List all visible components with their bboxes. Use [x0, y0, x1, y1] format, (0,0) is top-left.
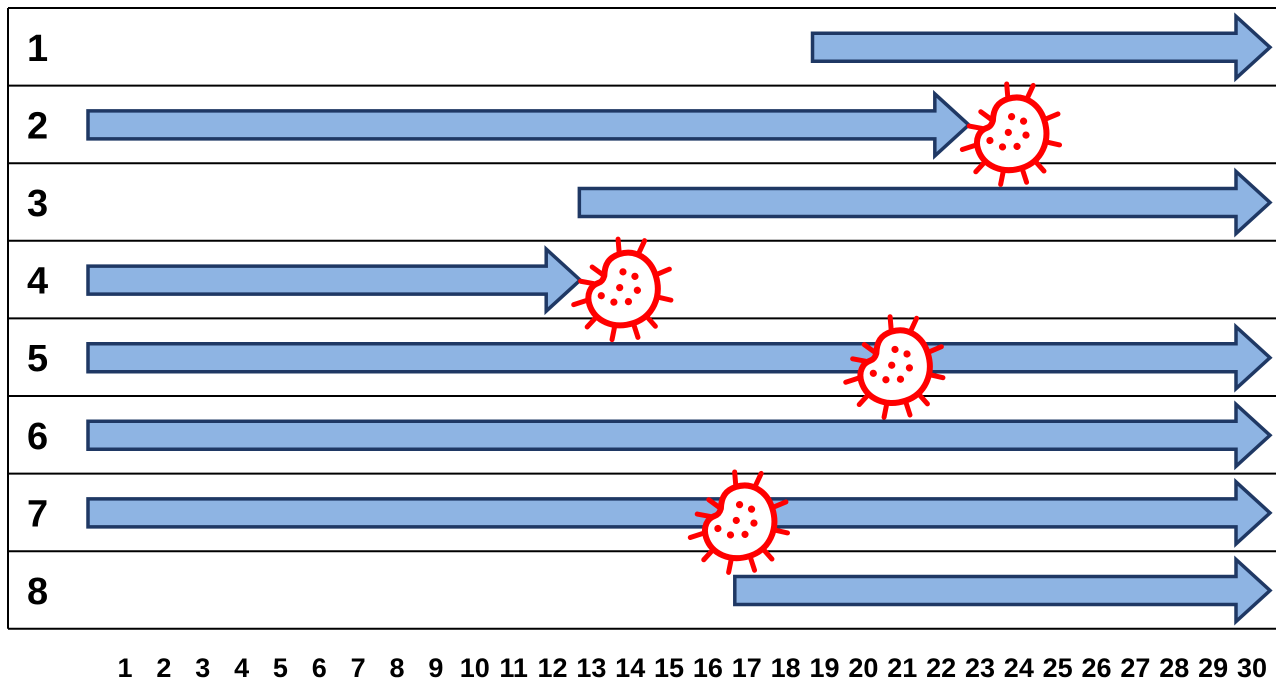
arrow-row-4	[86, 245, 583, 316]
day-tick-label: 30	[1237, 653, 1267, 683]
day-tick-label: 21	[887, 653, 917, 683]
arrow-row-2	[86, 89, 972, 160]
day-tick-label: 24	[1004, 653, 1034, 683]
row-labels: 1 2 3 4 5 6 7 8	[27, 28, 48, 613]
row-label-2: 2	[27, 105, 48, 147]
day-tick-label: 23	[965, 653, 995, 683]
day-tick-label: 15	[654, 653, 684, 683]
day-axis: 1 2 3 4 5 6 7 8 9 10 11 12 13 14 15 16 17 18 19 20 21 22 23 24 2…	[117, 653, 1267, 683]
day-tick-label: 4	[234, 653, 249, 683]
day-tick-label: 19	[809, 653, 839, 683]
row-label-8: 8	[27, 571, 48, 613]
day-tick-label: 5	[273, 653, 288, 683]
day-tick-label: 3	[195, 653, 210, 683]
day-tick-label: 29	[1198, 653, 1228, 683]
bacteria-markers	[571, 81, 1063, 575]
row-label-7: 7	[27, 493, 48, 535]
day-tick-label: 14	[615, 653, 645, 683]
day-tick-label: 7	[351, 653, 366, 683]
arrow-row-3	[577, 167, 1273, 238]
row-label-1: 1	[27, 28, 48, 70]
day-tick-label: 8	[390, 653, 405, 683]
day-tick-label: 28	[1159, 653, 1189, 683]
day-tick-label: 13	[576, 653, 606, 683]
day-tick-label: 18	[771, 653, 801, 683]
day-tick-label: 25	[1043, 653, 1073, 683]
day-tick-label: 2	[156, 653, 171, 683]
day-tick-label: 27	[1120, 653, 1150, 683]
day-tick-label: 26	[1082, 653, 1112, 683]
row-label-4: 4	[27, 261, 48, 303]
arrow-row-6	[86, 400, 1273, 471]
arrow-row-8	[733, 555, 1273, 626]
day-tick-label: 1	[117, 653, 132, 683]
bacteria-icon	[687, 469, 791, 575]
arrow-row-7	[86, 477, 1273, 548]
day-tick-label: 11	[499, 653, 528, 683]
day-tick-label: 6	[312, 653, 327, 683]
row-label-3: 3	[27, 183, 48, 225]
arrow-row-5	[86, 322, 1273, 393]
row-label-5: 5	[27, 338, 48, 380]
day-tick-label: 10	[460, 653, 490, 683]
timeline-arrows	[86, 12, 1273, 626]
day-tick-label: 12	[537, 653, 567, 683]
day-tick-label: 16	[693, 653, 723, 683]
bacteria-icon	[959, 81, 1063, 187]
day-tick-label: 17	[732, 653, 762, 683]
bacteria-icon	[571, 236, 674, 343]
bacteria-icon	[843, 314, 946, 420]
day-tick-label: 9	[428, 653, 443, 683]
day-tick-label: 20	[848, 653, 878, 683]
row-label-6: 6	[27, 416, 48, 458]
arrow-row-1	[810, 12, 1273, 83]
day-tick-label: 22	[926, 653, 956, 683]
